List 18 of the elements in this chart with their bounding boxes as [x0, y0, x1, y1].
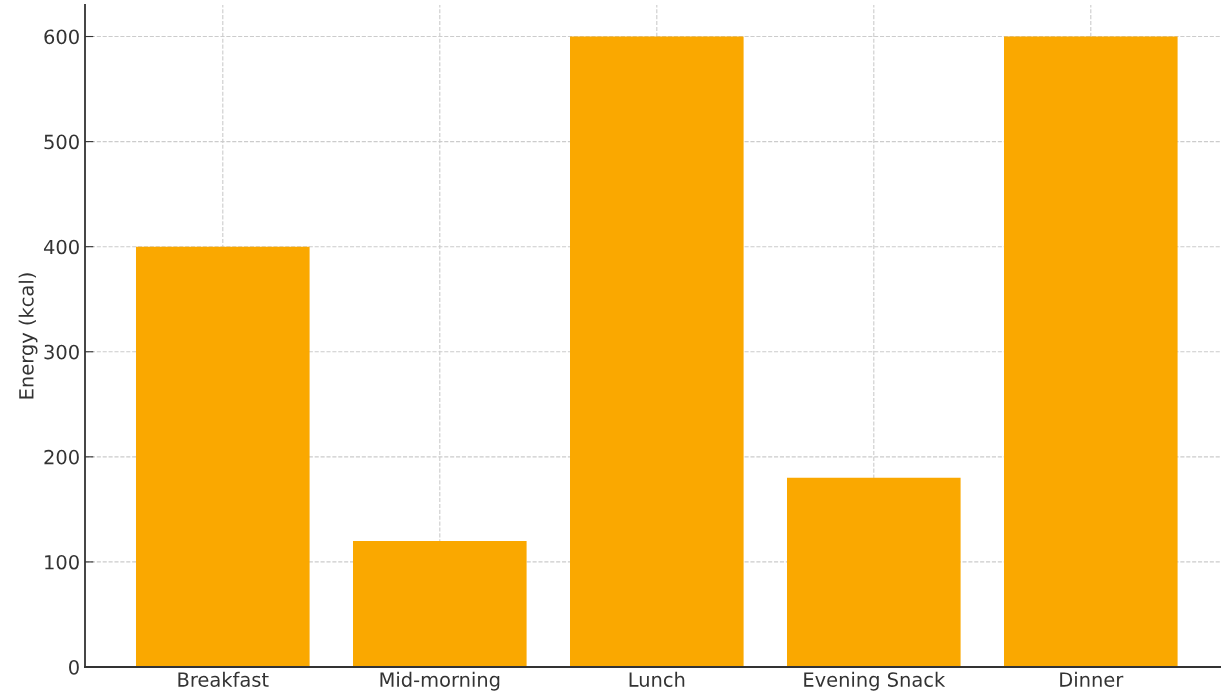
y-tick-label: 600 [44, 29, 79, 45]
y-axis-title: Energy (kcal) [18, 273, 38, 399]
y-tick-label: 300 [44, 344, 79, 360]
y-tick-label: 400 [43, 239, 79, 255]
x-tick-label: Mid-morning [380, 671, 500, 691]
x-tick-label: Breakfast [178, 671, 269, 687]
y-tick-label: 500 [44, 134, 79, 150]
x-tick-label: Lunch [629, 671, 685, 687]
y-tick-label: 100 [45, 554, 79, 570]
bar [353, 540, 527, 667]
bar [570, 36, 744, 667]
x-tick-label: Dinner [1060, 671, 1124, 687]
y-tick-label: 0 [69, 659, 79, 675]
bar [1004, 36, 1178, 667]
bar [787, 477, 961, 667]
bar [136, 246, 310, 667]
y-tick-label: 200 [44, 449, 79, 465]
x-tick-label: Evening Snack [804, 671, 946, 691]
